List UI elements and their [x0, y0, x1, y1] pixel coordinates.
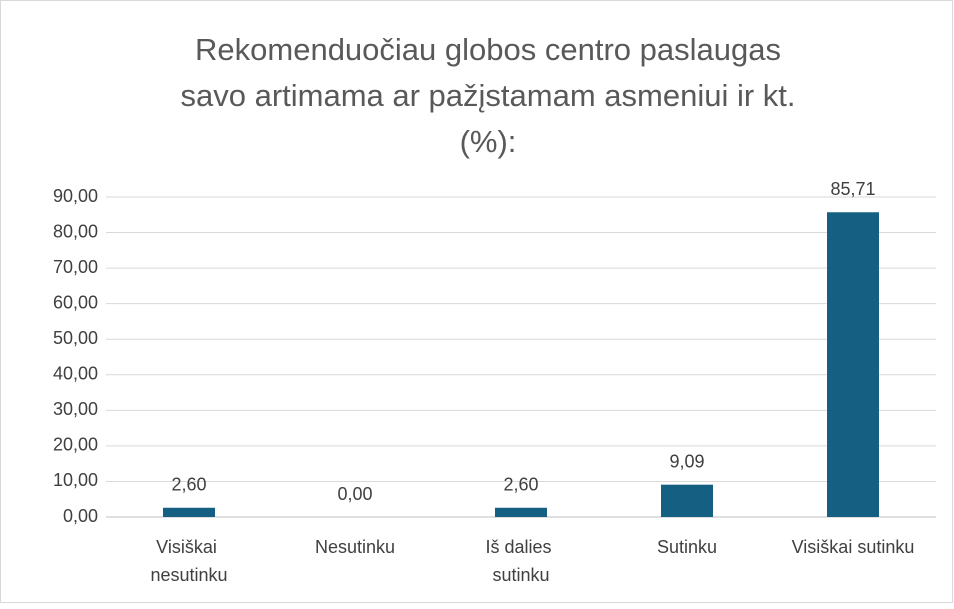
data-label: 9,09 — [669, 451, 704, 471]
y-tick-label: 90,00 — [53, 186, 98, 206]
x-tick-label: Visiškai nesutinku — [150, 537, 227, 585]
chart-title: Rekomenduočiau globos centro paslaugas — [195, 32, 781, 67]
chart-title: savo artimama ar pažįstamam asmeniui ir … — [180, 78, 795, 113]
data-label: 2,60 — [171, 475, 206, 495]
data-label: 2,60 — [503, 475, 538, 495]
y-tick-label: 30,00 — [53, 399, 98, 419]
y-tick-label: 50,00 — [53, 328, 98, 348]
y-tick-label: 0,00 — [63, 506, 98, 526]
y-tick-label: 60,00 — [53, 292, 98, 312]
x-tick-label: Iš dalies sutinku — [485, 537, 556, 585]
y-tick-label: 80,00 — [53, 221, 98, 241]
bar — [661, 484, 713, 517]
bar — [495, 507, 547, 517]
y-tick-label: 10,00 — [53, 470, 98, 490]
data-label: 0,00 — [337, 484, 372, 504]
data-label: 85,71 — [830, 179, 875, 199]
bar — [827, 212, 879, 517]
x-tick-label: Sutinku — [657, 537, 717, 557]
x-tick-label: Nesutinku — [315, 537, 395, 557]
chart-title: (%): — [460, 124, 517, 159]
x-tick-label: Visiškai sutinku — [792, 537, 915, 557]
bar — [163, 507, 215, 517]
y-tick-label: 70,00 — [53, 257, 98, 277]
y-tick-label: 40,00 — [53, 364, 98, 384]
y-tick-label: 20,00 — [53, 435, 98, 455]
